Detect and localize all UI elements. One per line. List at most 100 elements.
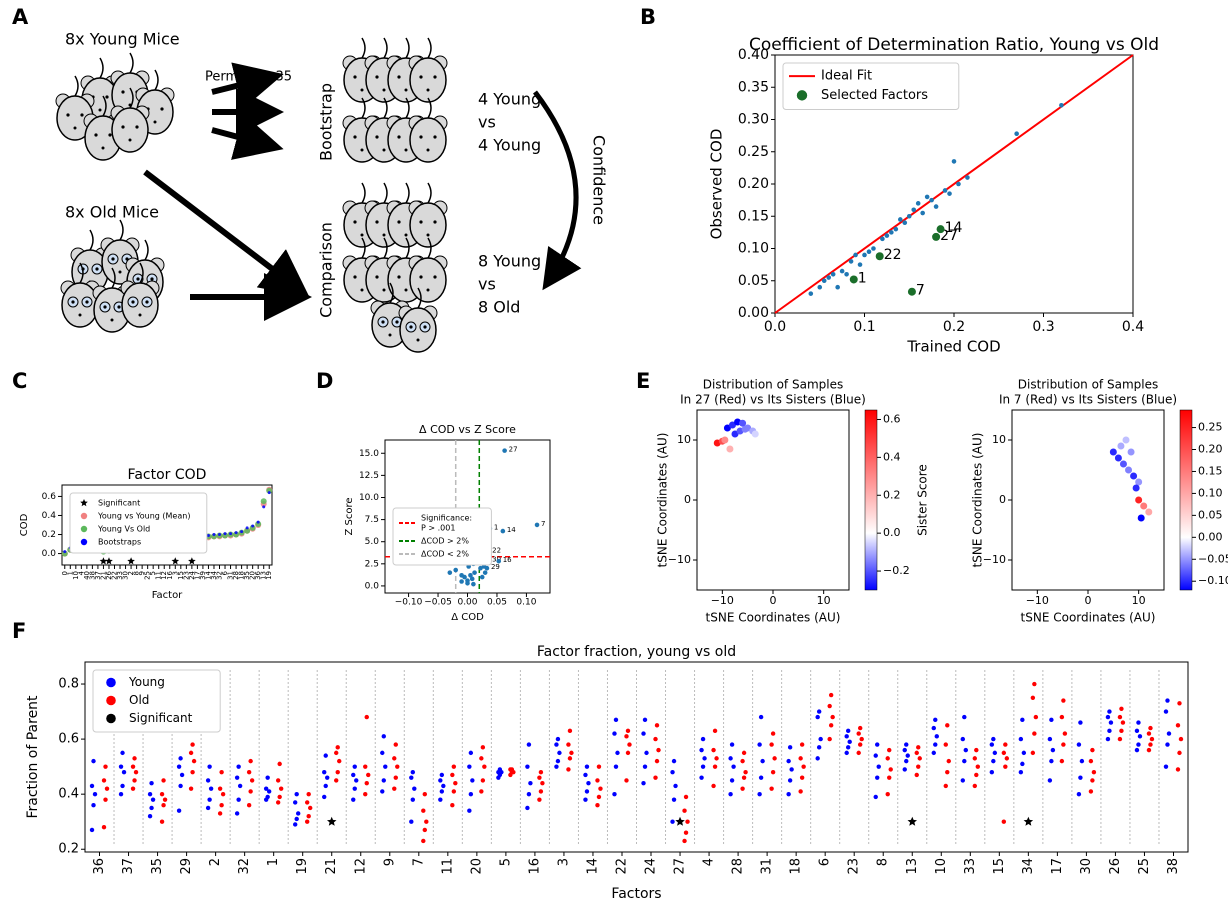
data-point: [653, 736, 658, 742]
legend-box: [69, 492, 208, 554]
data-point: [902, 747, 907, 753]
data-point: [509, 767, 515, 772]
x-tick-label: 25: [144, 571, 152, 580]
x-tick-label: 37: [94, 571, 102, 580]
data-point: [741, 425, 749, 433]
x-tick-label: 23: [847, 858, 862, 875]
data-point: [91, 802, 96, 808]
data-point: [1078, 775, 1083, 780]
point-label: 7: [916, 283, 925, 299]
mouse-pupil: [145, 300, 149, 304]
data-point: [89, 783, 95, 789]
mouse-nose: [388, 333, 392, 337]
mouse-head: [409, 257, 447, 303]
data-point: [393, 742, 398, 747]
x-tick-label: 30: [122, 571, 130, 580]
significance-star: [127, 557, 135, 565]
data-point: [538, 769, 544, 775]
data-point: [873, 794, 878, 800]
data-point: [554, 742, 559, 747]
x-tick-label: 4: [77, 570, 85, 575]
data-point: [1090, 778, 1095, 783]
data-point: [190, 742, 195, 747]
legend-label: Bootstraps: [98, 538, 141, 547]
data-point: [830, 714, 835, 720]
mouse-head: [111, 107, 149, 153]
mouse-tail: [427, 182, 432, 204]
x-tick-label: 18: [238, 571, 246, 580]
data-point: [567, 728, 573, 734]
x-tick-label: 40: [83, 571, 91, 580]
data-point: [147, 814, 153, 819]
data-point: [625, 728, 631, 734]
x-tick-label: 25: [1137, 858, 1152, 875]
data-point: [642, 764, 648, 769]
data-point: [1130, 472, 1138, 480]
data-point: [1117, 736, 1123, 742]
comparison-label: Comparison: [317, 222, 336, 318]
mouse-pupil: [160, 107, 164, 111]
data-point: [914, 750, 919, 756]
y-tick-label: 15.0: [359, 449, 379, 459]
y-tick-label: 0.8: [58, 677, 79, 692]
data-point: [758, 775, 764, 780]
y-tick-label: 0.0: [42, 549, 57, 559]
x-tick-label: 37: [121, 858, 136, 875]
y-tick-label: 0.4: [58, 787, 79, 802]
data-point: [323, 753, 328, 758]
data-point: [1109, 448, 1117, 456]
data-point: [256, 520, 260, 524]
x-tick-label: 26: [105, 570, 113, 579]
data-point: [472, 570, 477, 575]
data-point: [873, 753, 878, 758]
data-point: [459, 573, 464, 578]
data-point: [917, 756, 922, 761]
legend-label: Significant: [98, 499, 140, 508]
data-point: [1117, 442, 1125, 450]
data-point: [1020, 717, 1025, 723]
data-point: [304, 819, 310, 824]
result-text: 4 Young: [478, 136, 541, 155]
data-point: [931, 725, 936, 731]
data-point: [945, 723, 950, 728]
data-point: [770, 769, 776, 775]
mouse-nose: [360, 288, 364, 292]
point-label: 16: [503, 556, 512, 564]
panel-label: B: [640, 5, 656, 29]
data-point: [422, 827, 428, 833]
x-tick-label: 39: [199, 571, 207, 580]
data-point: [612, 731, 617, 736]
data-point: [1125, 466, 1133, 474]
data-point: [223, 532, 227, 536]
data-point: [159, 791, 165, 797]
data-point: [266, 487, 273, 494]
x-tick-label: 38: [1166, 858, 1181, 875]
data-point: [906, 213, 912, 219]
data-point: [248, 789, 253, 794]
data-point: [943, 783, 948, 789]
mouse-pupil: [103, 305, 107, 309]
mouse-pupil: [353, 75, 357, 79]
data-point: [1135, 478, 1143, 486]
data-point: [292, 800, 298, 805]
data-point: [880, 236, 885, 242]
chart-title: Factor COD: [128, 467, 207, 483]
data-point: [808, 291, 814, 296]
data-point: [1079, 758, 1085, 764]
point-label: 27: [509, 446, 518, 454]
data-point: [844, 734, 849, 739]
data-point: [161, 778, 166, 783]
data-point: [381, 734, 386, 739]
data-point: [322, 769, 327, 775]
data-point: [205, 805, 211, 811]
data-point: [654, 758, 660, 764]
y-axis-label: tSNE Coordinates (AU): [656, 433, 670, 568]
data-point: [217, 786, 223, 791]
data-point: [1003, 742, 1008, 747]
data-point: [1078, 720, 1083, 725]
data-point: [555, 758, 561, 764]
data-point: [1132, 484, 1140, 492]
data-point: [786, 791, 791, 797]
colorbar-tick-label: 0.10: [1198, 486, 1223, 499]
data-point: [233, 531, 240, 538]
